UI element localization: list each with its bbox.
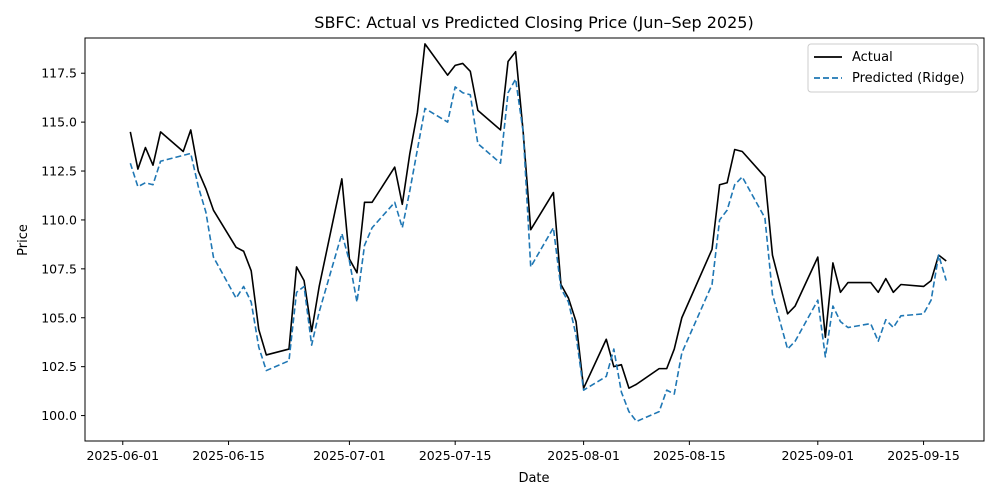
x-tick-label: 2025-09-15	[887, 448, 960, 463]
predicted-price-line	[129, 78, 947, 423]
x-axis-ticks: 2025-06-01 2025-06-15 2025-07-01 2025-07-15…	[86, 441, 960, 463]
y-axis-label: Price	[16, 224, 31, 256]
x-tick-label: 2025-06-01	[86, 448, 159, 463]
legend-label-actual: Actual	[852, 50, 893, 65]
y-tick-label: 102.5	[41, 359, 77, 374]
x-tick-label: 2025-06-15	[192, 448, 265, 463]
y-tick-label: 105.0	[41, 310, 77, 325]
legend-label-predicted: Predicted (Ridge)	[852, 71, 964, 86]
y-tick-label: 117.5	[41, 66, 77, 81]
x-axis-label: Date	[518, 471, 549, 486]
x-tick-label: 2025-07-15	[419, 448, 492, 463]
x-tick-label: 2025-09-01	[781, 448, 854, 463]
x-tick-label: 2025-07-01	[313, 448, 386, 463]
legend: Actual Predicted (Ridge)	[807, 43, 979, 93]
actual-price-line	[129, 43, 947, 389]
x-tick-label: 2025-08-15	[653, 448, 726, 463]
y-tick-label: 100.0	[41, 408, 77, 423]
plot-frame	[84, 37, 985, 442]
y-tick-label: 110.0	[41, 212, 77, 227]
y-axis-ticks: 100.0 102.5 105.0 107.5 110.0 112.5 115.0 117.5	[41, 66, 85, 423]
y-tick-label: 107.5	[41, 261, 77, 276]
chart-title: SBFC: Actual vs Predicted Closing Price …	[314, 13, 753, 32]
plot-lines	[129, 43, 947, 423]
x-tick-label: 2025-08-01	[547, 448, 620, 463]
y-tick-label: 115.0	[41, 115, 77, 130]
y-tick-label: 112.5	[41, 164, 77, 179]
legend-box	[807, 43, 979, 93]
